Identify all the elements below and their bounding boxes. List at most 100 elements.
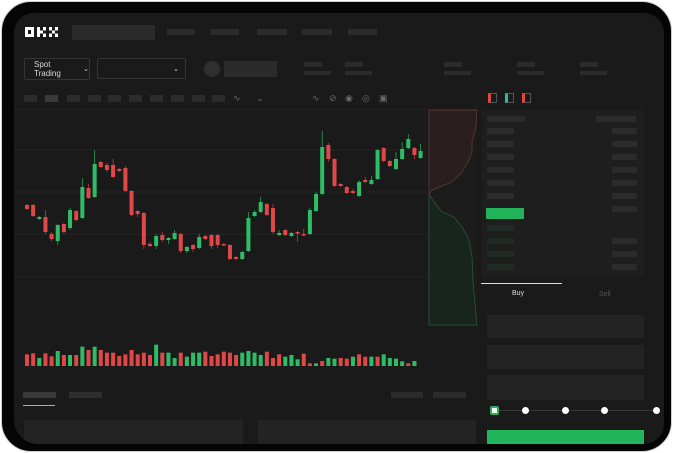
- candle-body: [80, 187, 85, 218]
- candle-body: [86, 188, 91, 198]
- timeframe-button[interactable]: [24, 95, 37, 102]
- candle-body: [55, 225, 60, 241]
- candle-body: [271, 208, 275, 232]
- bid-price[interactable]: [487, 264, 514, 270]
- slider-handle[interactable]: [490, 406, 499, 415]
- ask-price[interactable]: [487, 128, 514, 134]
- candlestick-chart[interactable]: [14, 13, 664, 444]
- ask-price[interactable]: [487, 193, 514, 199]
- ask-amount: [612, 193, 637, 199]
- tab-sell[interactable]: Sell: [599, 291, 611, 298]
- timeframe-button[interactable]: [212, 95, 225, 102]
- fullscreen-icon[interactable]: ▣: [379, 93, 388, 103]
- ask-price[interactable]: [487, 180, 514, 186]
- slider-stop[interactable]: [601, 407, 608, 414]
- candle-body: [154, 236, 159, 246]
- candle-body: [357, 182, 362, 196]
- candle-body: [61, 224, 66, 232]
- amount-slider[interactable]: [490, 406, 661, 416]
- amount-input[interactable]: [487, 345, 644, 369]
- volume-bar: [283, 356, 288, 366]
- volume-bar: [25, 354, 29, 366]
- bid-price[interactable]: [487, 251, 514, 257]
- volume-bar: [301, 353, 306, 366]
- timeframe-button[interactable]: [67, 95, 80, 102]
- orderbook-view-both-icon[interactable]: [488, 93, 497, 103]
- slider-stop[interactable]: [562, 407, 569, 414]
- camera-icon[interactable]: ◉: [345, 93, 353, 103]
- volume-bar: [160, 352, 165, 366]
- nav-item[interactable]: [167, 29, 195, 35]
- timeframe-button[interactable]: [88, 95, 101, 102]
- candle-body: [369, 180, 374, 184]
- volume-bar: [111, 352, 116, 366]
- candle-body: [394, 159, 398, 169]
- tab-order-history[interactable]: [69, 392, 102, 398]
- volume-bar: [117, 356, 122, 366]
- target-icon[interactable]: ◎: [362, 93, 370, 103]
- filter-button[interactable]: [391, 392, 423, 398]
- nav-item[interactable]: [257, 29, 287, 35]
- volume-bar: [394, 358, 398, 366]
- timeframe-button[interactable]: [45, 95, 58, 102]
- timeframe-button[interactable]: [171, 95, 184, 102]
- okx-logo[interactable]: [25, 27, 60, 37]
- timeframe-button[interactable]: [192, 95, 205, 102]
- active-tab-underline: [23, 405, 55, 406]
- volume-bar: [338, 358, 343, 366]
- volume-bar: [154, 344, 159, 366]
- candle-body: [92, 164, 97, 197]
- ruler-icon[interactable]: ⊘: [329, 93, 337, 103]
- candle-body: [418, 151, 423, 158]
- candle-body: [197, 237, 202, 248]
- bid-amount: [612, 238, 637, 244]
- total-input[interactable]: [487, 375, 644, 400]
- candle-body: [295, 232, 300, 234]
- nav-item[interactable]: [211, 29, 239, 35]
- candle-body: [326, 145, 331, 159]
- nav-item[interactable]: [302, 29, 332, 35]
- volume-bar: [271, 358, 275, 366]
- timeframe-button[interactable]: [108, 95, 121, 102]
- candle-body: [381, 148, 386, 161]
- tab-buy[interactable]: Buy: [512, 290, 525, 297]
- bid-price[interactable]: [487, 225, 514, 231]
- candle-body: [246, 218, 251, 251]
- slider-stop[interactable]: [522, 407, 529, 414]
- volume-bar: [375, 356, 380, 366]
- price-display: [224, 61, 277, 77]
- slider-stop[interactable]: [653, 407, 660, 414]
- volume-bar: [74, 355, 79, 366]
- candle-body: [221, 244, 226, 246]
- chart-type-icon[interactable]: ⌄: [256, 93, 264, 103]
- volume-bar: [209, 356, 214, 366]
- market-type-dropdown[interactable]: Spot Trading ⌄: [24, 58, 90, 80]
- ask-amount: [612, 128, 637, 134]
- buy-button[interactable]: [487, 430, 644, 444]
- filter-button[interactable]: [433, 392, 466, 398]
- search-bar[interactable]: [72, 25, 155, 40]
- candle-body: [49, 234, 54, 239]
- orderbook-view-sell-icon[interactable]: [522, 93, 531, 103]
- price-input[interactable]: [487, 315, 644, 338]
- timeframe-button[interactable]: [129, 95, 142, 102]
- timeframe-button[interactable]: [150, 95, 163, 102]
- volume-bar: [172, 358, 177, 366]
- ask-price[interactable]: [487, 141, 514, 147]
- bid-price[interactable]: [487, 238, 514, 244]
- ask-price[interactable]: [487, 167, 514, 173]
- candle-body: [314, 194, 319, 211]
- nav-item[interactable]: [348, 29, 377, 35]
- candle-body: [227, 245, 232, 259]
- volume-bar: [277, 354, 282, 366]
- volume-bar: [178, 352, 183, 366]
- volume-bar: [43, 353, 48, 366]
- tab-open-orders[interactable]: [23, 392, 56, 398]
- ask-price[interactable]: [487, 154, 514, 160]
- line-tool-icon[interactable]: ∿: [312, 93, 320, 103]
- pair-dropdown[interactable]: ⌄: [97, 58, 186, 79]
- candle-body: [68, 210, 73, 228]
- candle-body: [234, 257, 239, 259]
- indicator-icon[interactable]: ∿: [233, 93, 241, 103]
- orderbook-view-buy-icon[interactable]: [505, 93, 514, 103]
